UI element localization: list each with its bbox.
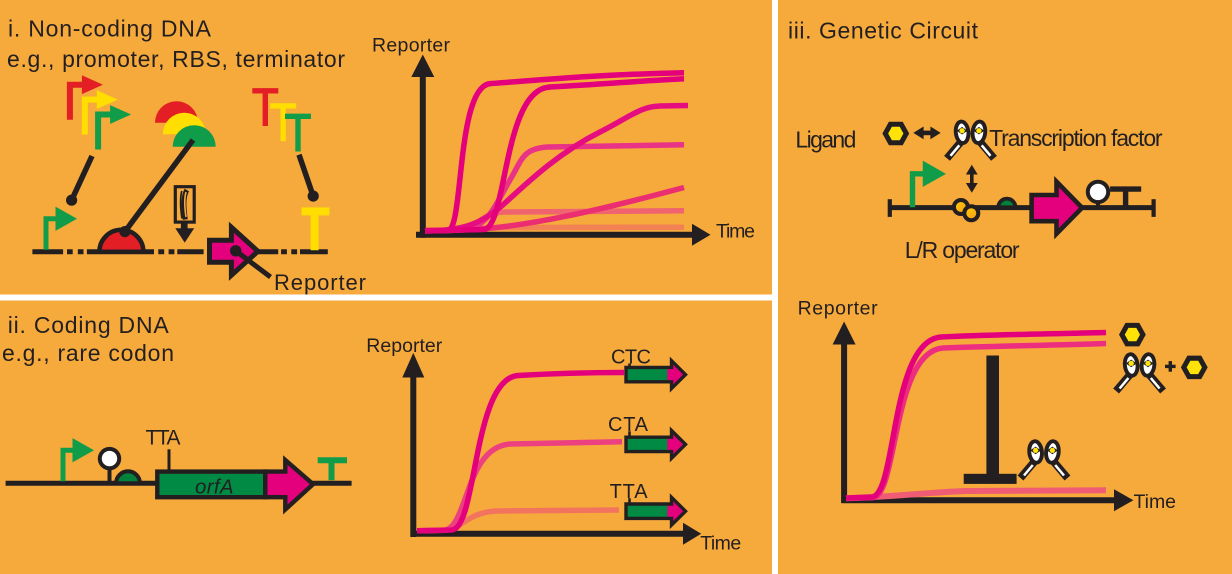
svg-text:ii. Coding DNA: ii. Coding DNA — [8, 312, 170, 338]
svg-text:i. Non-coding DNA: i. Non-coding DNA — [8, 16, 212, 42]
svg-text:TTA: TTA — [146, 426, 181, 449]
svg-text:Ligand: Ligand — [795, 127, 856, 153]
svg-text:e.g., rare codon: e.g., rare codon — [2, 340, 174, 366]
svg-text:Transcription factor: Transcription factor — [989, 125, 1163, 151]
svg-text:Time: Time — [716, 221, 755, 243]
svg-text:iii. Genetic Circuit: iii. Genetic Circuit — [788, 18, 979, 44]
svg-text:Reporter: Reporter — [366, 335, 443, 357]
svg-text:Reporter: Reporter — [798, 298, 879, 320]
svg-text:CTC: CTC — [611, 347, 651, 369]
svg-text:Time: Time — [700, 533, 741, 555]
svg-text:Time: Time — [1134, 491, 1177, 513]
svg-text:CTA: CTA — [608, 414, 649, 436]
svg-text:TTA: TTA — [610, 481, 649, 503]
svg-text:e.g., promoter, RBS, terminato: e.g., promoter, RBS, terminator — [7, 46, 345, 72]
svg-text:L/R operator: L/R operator — [905, 237, 1020, 263]
svg-text:Reporter: Reporter — [372, 35, 451, 57]
svg-text:orfA: orfA — [195, 476, 234, 499]
svg-text:Reporter: Reporter — [274, 270, 366, 295]
